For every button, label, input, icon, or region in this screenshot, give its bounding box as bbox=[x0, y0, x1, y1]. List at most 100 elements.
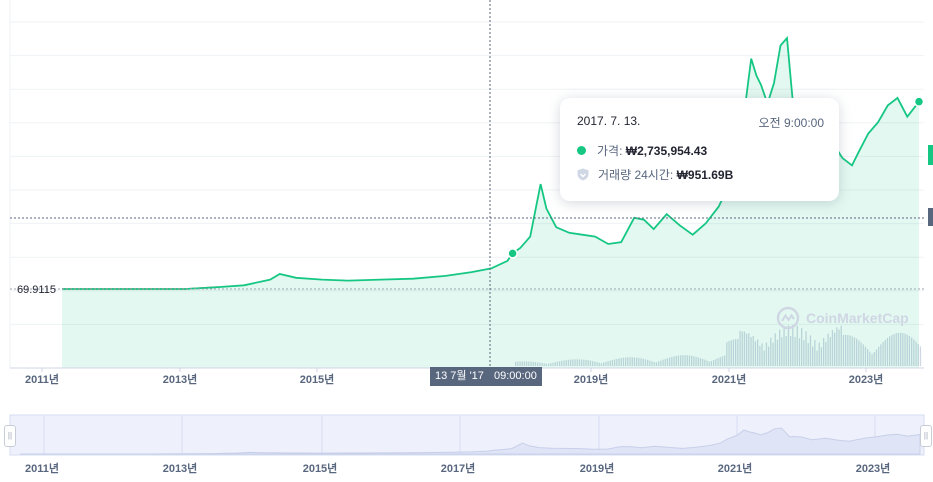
volume-bar bbox=[856, 338, 858, 366]
navigator-left-handle[interactable]: || bbox=[4, 425, 16, 447]
volume-bar bbox=[603, 362, 605, 366]
volume-bar bbox=[675, 355, 677, 366]
navigator-label: 2021년 bbox=[718, 461, 753, 475]
volume-bar bbox=[545, 363, 548, 366]
volume-bar bbox=[895, 333, 897, 366]
volume-bar bbox=[574, 359, 576, 366]
volume-bar bbox=[752, 336, 754, 366]
navigator-label: 2013년 bbox=[163, 461, 198, 475]
volume-bar bbox=[688, 355, 691, 366]
volume-bar bbox=[655, 362, 658, 366]
volume-bar bbox=[906, 334, 908, 366]
volume-bar bbox=[686, 355, 688, 366]
volume-bar bbox=[662, 359, 664, 366]
volume-bar bbox=[908, 336, 911, 366]
last-price-tag bbox=[928, 145, 933, 165]
volume-bar bbox=[853, 337, 856, 366]
volume-bar bbox=[664, 358, 666, 366]
volume-bar bbox=[627, 357, 629, 366]
volume-bar bbox=[860, 342, 862, 366]
volume-bar bbox=[550, 363, 552, 366]
volume-bar bbox=[790, 336, 792, 366]
volume-bar bbox=[594, 361, 596, 366]
volume-bar bbox=[798, 338, 801, 366]
volume-bar bbox=[556, 361, 559, 366]
volume-bar bbox=[750, 337, 752, 366]
volume-bar bbox=[699, 358, 702, 366]
volume-bar bbox=[680, 355, 682, 366]
volume-bar bbox=[622, 357, 625, 366]
volume-bar bbox=[781, 337, 783, 366]
volume-bar bbox=[704, 359, 706, 366]
tooltip: 2017. 7. 13. 오전 9:00:00 가격: ₩2,735,954.4… bbox=[560, 98, 839, 201]
highlight-point bbox=[507, 248, 518, 259]
volume-bar bbox=[585, 359, 587, 366]
volume-bar bbox=[607, 361, 609, 366]
volume-bar bbox=[787, 325, 790, 366]
volume-bar bbox=[805, 331, 807, 366]
volume-bar bbox=[541, 363, 543, 366]
volume-bar bbox=[713, 360, 715, 366]
volume-bar bbox=[897, 332, 900, 366]
volume-bar bbox=[677, 355, 680, 366]
tooltip-volume-row: 거래량 24시간: ₩951.69B bbox=[577, 166, 733, 183]
volume-bar bbox=[770, 337, 772, 366]
watermark: CoinMarketCap bbox=[776, 306, 909, 330]
volume-bar bbox=[818, 342, 820, 366]
volume-bar bbox=[851, 336, 853, 366]
volume-bar bbox=[598, 362, 600, 366]
volume-bar bbox=[592, 361, 594, 366]
volume-bar bbox=[867, 349, 869, 366]
volume-bar bbox=[803, 340, 805, 366]
volume-bar bbox=[765, 342, 768, 366]
volume-bar bbox=[710, 361, 713, 366]
volume-bar bbox=[809, 335, 812, 366]
grid bbox=[9, 0, 924, 368]
volume-bar bbox=[559, 361, 561, 366]
navigator-area bbox=[20, 427, 921, 455]
volume-bar bbox=[649, 360, 651, 366]
volume-bar bbox=[587, 360, 589, 366]
volume-bar bbox=[814, 340, 816, 366]
volume-bar bbox=[858, 340, 860, 366]
volume-bar bbox=[845, 334, 847, 366]
volume-bar bbox=[620, 358, 622, 366]
volume-bar bbox=[792, 325, 794, 366]
volume-bar bbox=[691, 355, 693, 366]
volume-bar bbox=[730, 340, 732, 366]
volume-bar bbox=[647, 359, 649, 366]
volume-bar bbox=[829, 336, 831, 366]
volume-bar bbox=[530, 361, 532, 366]
volume-bar bbox=[904, 333, 906, 366]
crosshair-price-tag bbox=[928, 208, 933, 226]
navigator-labels: 2011년 2013년 2015년 2017년 2019년 2021년 2023년 bbox=[25, 461, 890, 475]
volume-bar bbox=[671, 356, 673, 366]
last-price-point bbox=[913, 96, 925, 107]
x-axis-label: 2011년 bbox=[25, 372, 59, 386]
volume-bar bbox=[684, 355, 686, 366]
volume-bar bbox=[539, 362, 541, 366]
volume-bar bbox=[565, 360, 567, 366]
volume-bar bbox=[862, 344, 864, 366]
volume-bar bbox=[875, 349, 878, 366]
volume-bar bbox=[869, 351, 871, 366]
volume-bar bbox=[715, 359, 717, 366]
navigator-right-handle[interactable]: || bbox=[920, 425, 932, 447]
volume-bar bbox=[783, 326, 785, 366]
volume-bar bbox=[642, 358, 644, 366]
volume-bar bbox=[785, 336, 787, 366]
price-value: ₩2,735,954.43 bbox=[625, 143, 708, 158]
volume-bar bbox=[812, 346, 814, 366]
volume-bar bbox=[776, 339, 779, 366]
volume-bar bbox=[732, 339, 735, 366]
volume-bar bbox=[708, 361, 710, 366]
volume-bar bbox=[726, 342, 728, 366]
navigator-label: 2017년 bbox=[441, 461, 476, 475]
volume-bar bbox=[878, 346, 880, 366]
volume-label: 거래량 24시간: bbox=[598, 168, 674, 182]
volume-bar bbox=[893, 334, 895, 366]
volume-bar bbox=[871, 354, 873, 366]
volume-bar bbox=[631, 357, 633, 366]
volume-bar bbox=[831, 330, 834, 366]
